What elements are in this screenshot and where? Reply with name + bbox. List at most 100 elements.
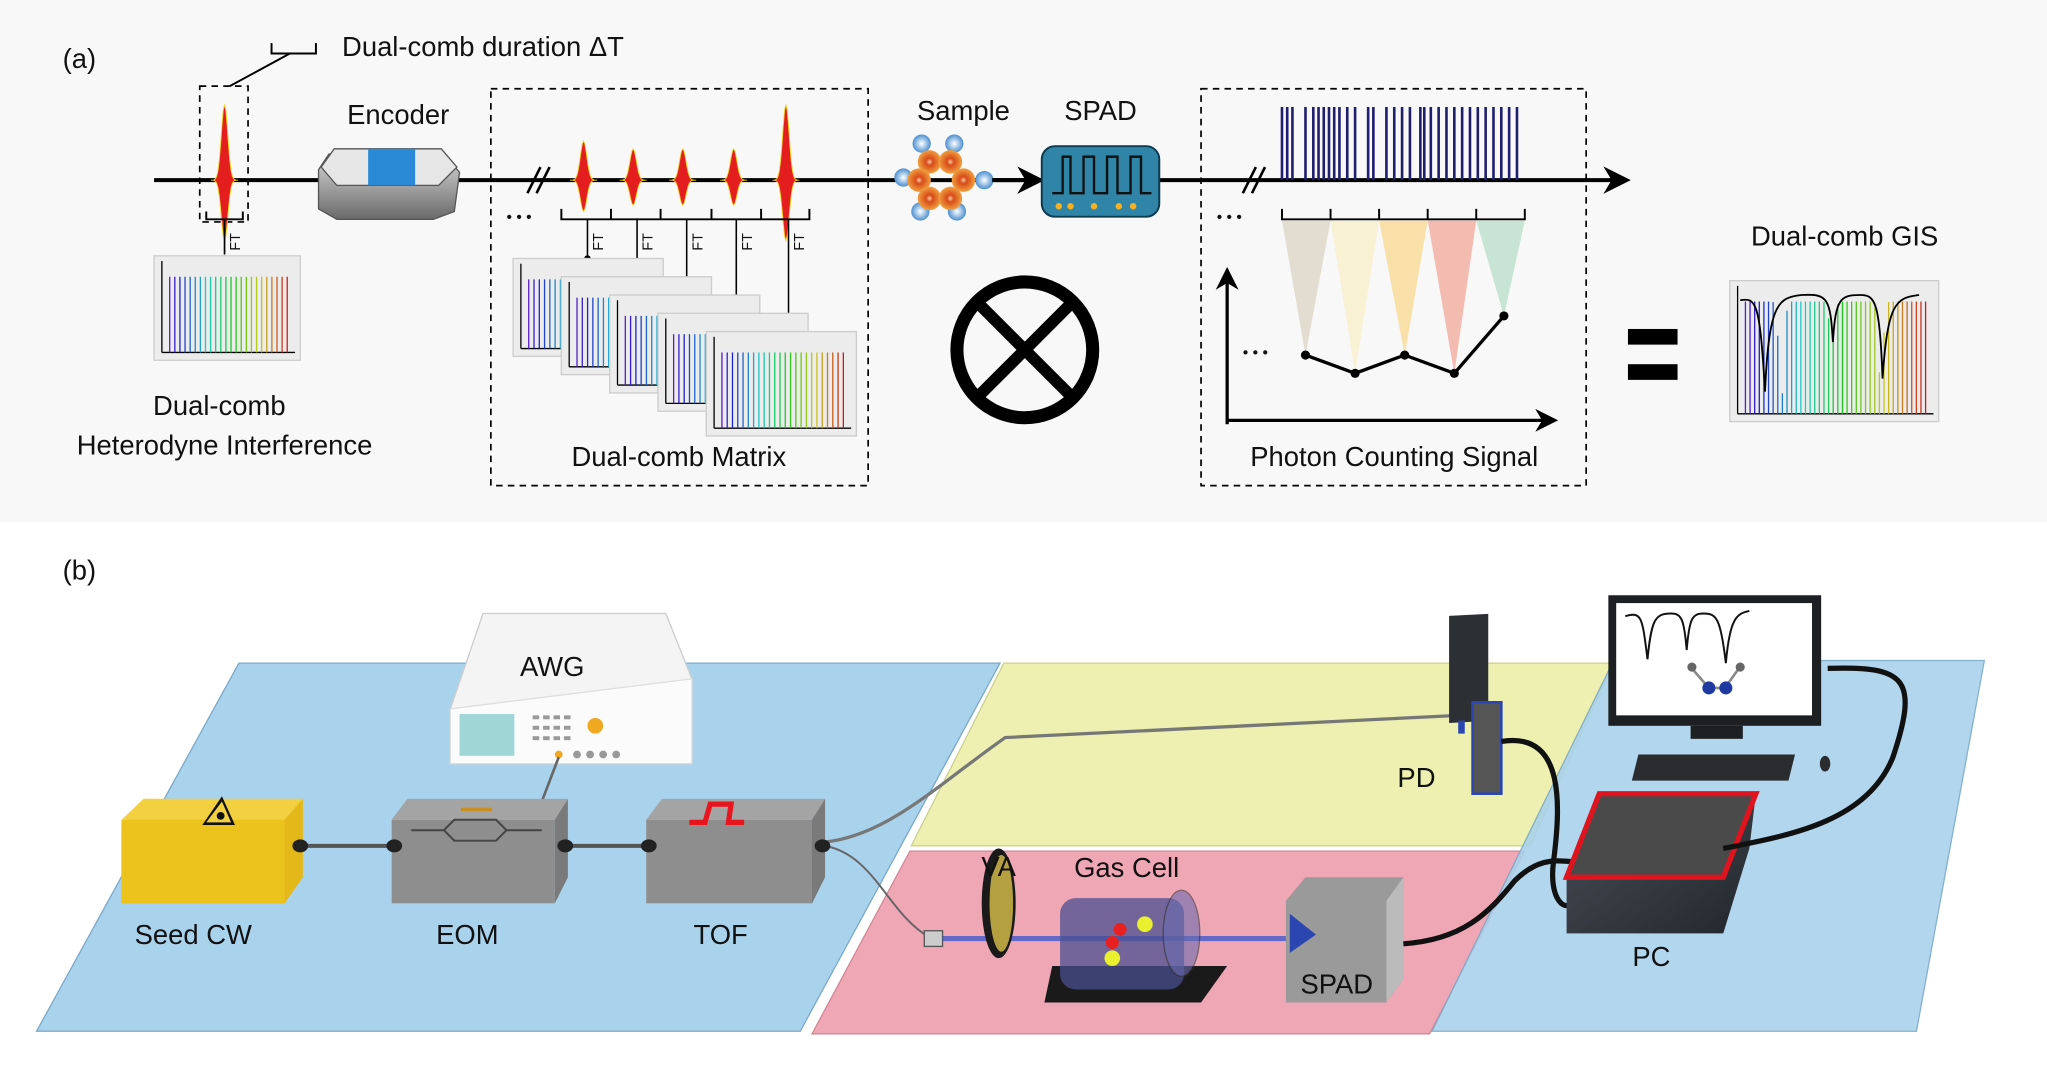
monitor: [1608, 595, 1822, 739]
photon-box: [1200, 87, 1588, 487]
time-bin-cone: [1379, 220, 1428, 356]
encoder-label: Encoder: [347, 99, 449, 130]
spad-label: SPAD: [1064, 95, 1137, 126]
time-bin-cone: [1330, 220, 1380, 374]
gascell-label: Gas Cell: [1074, 852, 1179, 883]
panel-a-tag: (a): [63, 43, 97, 74]
ft-label: FT: [690, 233, 706, 251]
ft-label: FT: [641, 233, 657, 251]
pd-label: PD: [1397, 762, 1435, 793]
bracket: [560, 208, 811, 221]
time-bin-cone: [1281, 220, 1331, 356]
ellipsis: • • •: [507, 209, 532, 226]
fiber-to-gas-path: [824, 844, 930, 939]
duration-bracket: [229, 43, 317, 88]
awg-cable: [540, 756, 560, 802]
gas-cell: [1044, 889, 1228, 1003]
variable-attenuator: [981, 848, 1016, 959]
single-pulse-box: [198, 85, 249, 223]
tof-filter: [640, 798, 831, 904]
photon-count-bars: [1280, 107, 1519, 181]
bracket: [1281, 208, 1526, 221]
gis-spectrum-panel: [1729, 280, 1940, 423]
seed-label: Seed CW: [135, 919, 252, 950]
mach-zehnder-icon: [411, 818, 542, 842]
pulse: [619, 147, 647, 207]
awg-knob: [587, 717, 604, 734]
ellipsis: • • •: [1217, 209, 1242, 226]
spad-input-arrow: [1289, 913, 1316, 953]
eom-label: EOM: [436, 919, 498, 950]
spad-cable: [1403, 858, 1574, 947]
pulse: [669, 147, 697, 207]
monitor-screen: [1616, 603, 1813, 716]
absorption-spectrum-icon: [1625, 609, 1750, 664]
panel-b: (b) AWG: [35, 555, 1986, 1035]
break-mark: [526, 166, 551, 194]
time-bin-cone: [1427, 220, 1477, 374]
spad-detector: [1285, 877, 1404, 1003]
pulse: [772, 104, 800, 243]
duration-label: Dual-comb duration ΔT: [342, 31, 624, 62]
molecule-icon: [1687, 662, 1745, 695]
monitor-cable: [1722, 665, 1908, 852]
laser-warning-icon: [202, 796, 235, 826]
photon-count-points: [1300, 311, 1509, 378]
gis-label: Dual-comb GIS: [1751, 220, 1938, 251]
pc-label: PC: [1632, 941, 1670, 972]
pd-cable: [1500, 737, 1576, 909]
rectangular-pulse-icon: [689, 801, 745, 826]
awg-screen: [459, 714, 515, 756]
pulse: [211, 104, 239, 243]
yellow-platform: [910, 662, 1615, 847]
break-mark: [1241, 166, 1267, 194]
matrix-box: [490, 87, 869, 487]
panel-a-background: [0, 0, 2047, 523]
eom-modulator: [386, 798, 574, 904]
pulse-train: [570, 104, 800, 243]
matrix-label: Dual-comb Matrix: [571, 441, 786, 472]
interferogram-pulse: [211, 104, 239, 243]
interference-label-line1: Dual-comb: [153, 390, 286, 421]
time-bin-cones: [1281, 208, 1526, 374]
pc-tower: [1562, 791, 1760, 934]
dual-comb-matrix-panels: [512, 257, 858, 437]
interference-label-line2: Heterodyne Interference: [77, 429, 373, 460]
spectrum-card: [1729, 280, 1940, 423]
ft-label: FT: [740, 233, 756, 251]
photon-label: Photon Counting Signal: [1250, 441, 1538, 472]
sample-label: Sample: [917, 95, 1010, 126]
equals-icon: [1627, 328, 1678, 380]
fiber-collimator: [923, 930, 944, 948]
panel-b-tag: (b): [63, 555, 97, 586]
fiber-to-pd: [824, 713, 1460, 844]
pulse: [720, 147, 748, 207]
photodetector: [1449, 613, 1503, 795]
tof-label: TOF: [693, 919, 747, 950]
ft-label: FT: [591, 233, 607, 251]
awg-label: AWG: [520, 651, 584, 682]
encoder-mask: [368, 148, 416, 186]
awg-device: [449, 612, 693, 765]
spectrum-card: [705, 330, 858, 437]
ft-label: FT: [228, 233, 244, 251]
panel-a: (a) Dual-comb duration ΔT FT Dual-comb H…: [0, 0, 2047, 523]
spad-chip-icon: [1040, 145, 1161, 218]
keyboard: [1631, 754, 1796, 781]
heterodyne-spectrum-panel: [153, 255, 301, 361]
spectrum-card: [153, 255, 301, 361]
spad-device-label: SPAD: [1301, 968, 1374, 999]
pulse: [570, 139, 598, 213]
va-label: VA: [981, 851, 1016, 882]
mouse: [1819, 755, 1831, 772]
gis-absorption-curve: [1740, 293, 1920, 392]
sample-molecule-icon: [894, 134, 994, 221]
ft-label: FT: [792, 233, 808, 251]
ellipsis: • • •: [1243, 345, 1268, 362]
circled-times-icon: [950, 275, 1100, 425]
seed-cw-laser: [121, 796, 309, 904]
encoder-device: [317, 148, 461, 220]
monitor-stand: [1690, 725, 1743, 739]
